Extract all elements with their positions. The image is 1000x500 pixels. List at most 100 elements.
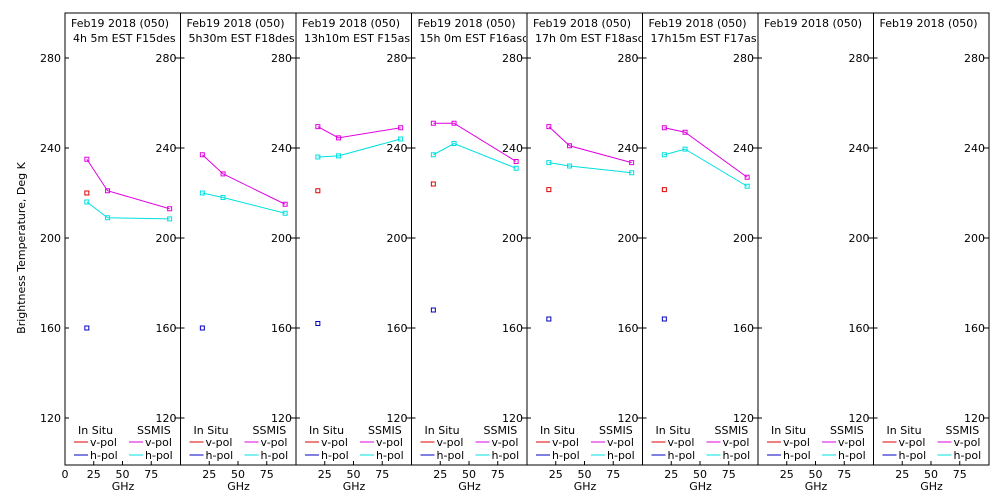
x-tick-label: 25 [780,468,794,481]
y-tick-label: 160 [964,322,985,335]
x-tick-label: 50 [693,468,707,481]
ssmis-vpol-point [546,124,552,130]
ssmis-hpol-point [430,152,436,158]
x-tick-label: 75 [491,468,505,481]
panel-title-time: 5h30m EST F18des [189,32,295,45]
panel-title-date: Feb19 2018 (050) [418,17,516,30]
ssmis-vpol-point [567,143,573,149]
legend-in-situ: In Situ [309,424,344,437]
insitu-vpol-point [661,187,667,193]
insitu-hpol-point [546,316,552,322]
panel-2: Feb19 2018 (050) 5h30m EST F18des 120 160 20… [180,12,297,493]
legend-ssmis-vpol: v-pol [954,436,981,449]
outer-y-tick-label: 120 [40,412,61,425]
ssmis-vpol-point [682,129,688,135]
y-tick-label: 200 [733,232,754,245]
insitu-vpol-point [546,187,552,193]
y-tick-label: 120 [271,412,292,425]
legend-insitu-hpol: h-pol [783,449,811,462]
y-tick-label: 120 [387,412,408,425]
y-tick-label: 120 [502,412,523,425]
legend-in-situ: In Situ [78,424,113,437]
ssmis-vpol-point [315,124,321,130]
ssmis-hpol-point [682,146,688,152]
x-axis-label: GHz [343,480,366,493]
ssmis-hpol-point [661,152,667,158]
ssmis-vpol-point [744,174,750,180]
ssmis-vpol-point [84,156,90,162]
panels-group: Feb19 2018 (050) 4h 5m EST F15des 120 160 20… [40,12,990,493]
legend-in-situ: In Situ [771,424,806,437]
panel-title-time: 4h 5m EST F15des [73,32,176,45]
legend-ssmis: SSMIS [599,424,633,437]
legend-ssmis-vpol: v-pol [723,436,750,449]
legend-ssmis: SSMIS [368,424,402,437]
legend-insitu-hpol: h-pol [668,449,696,462]
legend-insitu-hpol: h-pol [552,449,580,462]
panel-title-date: Feb19 2018 (050) [71,17,169,30]
panel-title-date: Feb19 2018 (050) [302,17,400,30]
panel-title-group: Feb19 2018 (050) [764,17,862,30]
y-tick-label: 120 [156,412,177,425]
ssmis-vpol-point [220,171,226,177]
x-tick-label: 75 [953,468,967,481]
panel-title-time: 17h 0m EST F18asc [535,32,644,45]
ssmis-vpol-point [451,120,457,126]
ssmis-hpol-point [398,136,404,142]
y-tick-label: 160 [733,322,754,335]
ssmis-vpol-point [167,206,173,212]
legend-in-situ: In Situ [425,424,460,437]
x-axis-label: GHz [689,480,712,493]
y-tick-label: 280 [964,52,985,65]
insitu-hpol-point [199,325,205,331]
insitu-vpol-point [84,190,90,196]
x-tick-label: 50 [231,468,245,481]
y-tick-label: 200 [618,232,639,245]
panel-title-group: Feb19 2018 (050) 13h10m EST F15asc [302,17,416,45]
panel-title-time: 13h10m EST F15asc [304,32,416,45]
legend-insitu-hpol: h-pol [90,449,118,462]
x-tick-label: 25 [87,468,101,481]
insitu-vpol-point [430,181,436,187]
ssmis-hpol-point [167,216,173,222]
legend-ssmis: SSMIS [715,424,749,437]
legend-ssmis-vpol: v-pol [145,436,172,449]
x-tick-label: 75 [260,468,274,481]
legend-insitu-hpol: h-pol [437,449,465,462]
ssmis-hpol-point [513,165,519,171]
y-tick-label: 280 [156,52,177,65]
panel-title-group: Feb19 2018 (050) 17h 0m EST F18asc [533,17,644,45]
ssmis-hpol-line [548,162,632,174]
insitu-hpol-point [430,307,436,313]
legend-ssmis: SSMIS [946,424,980,437]
legend-insitu-vpol: v-pol [552,436,579,449]
outer-y-tick-label: 240 [40,142,61,155]
y-tick-label: 120 [733,412,754,425]
legend-ssmis-hpol: h-pol [838,449,866,462]
y-tick-label: 280 [849,52,870,65]
ssmis-vpol-line [202,154,286,205]
y-tick-label: 240 [387,142,408,155]
x-axis-label: GHz [574,480,597,493]
y-tick-label: 160 [271,322,292,335]
x-tick-label: 50 [578,468,592,481]
legend-insitu-hpol: h-pol [206,449,234,462]
legend-ssmis: SSMIS [253,424,287,437]
ssmis-hpol-point [220,195,226,200]
ssmis-vpol-point [282,201,288,207]
x-tick-label: 50 [462,468,476,481]
y-tick-label: 120 [964,412,985,425]
legend-in-situ: In Situ [887,424,922,437]
legend-ssmis-hpol: h-pol [492,449,520,462]
x-axis-label: GHz [458,480,481,493]
legend-ssmis-vpol: v-pol [376,436,403,449]
y-tick-label: 160 [849,322,870,335]
legend-insitu-vpol: v-pol [206,436,233,449]
legend-ssmis: SSMIS [484,424,518,437]
panel-title-group: Feb19 2018 (050) 4h 5m EST F15des [71,17,176,45]
